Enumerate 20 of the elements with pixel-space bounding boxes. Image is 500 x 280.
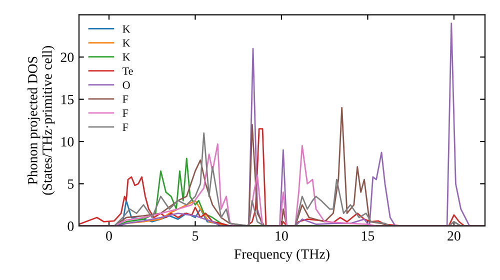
x-tick-label: 0 [106,231,112,241]
x-axis-title: Frequency (THz) [234,248,330,262]
y-axis-title: Phonon projected DOS (States/THz·primitive cell) [28,46,55,195]
x-tick-label: 5 [192,231,198,241]
x-tick-label: 10 [276,231,288,241]
legend-label: K [122,25,130,33]
legend-label: Te [122,67,133,75]
x-tick-label: 20 [448,231,460,241]
y-tick-label: 0 [68,222,74,231]
y-tick-label: 20 [60,52,74,62]
x-tick-label: 15 [362,231,374,241]
legend-label: F [122,124,128,131]
legend-label: K [122,53,130,61]
legend-label: F [122,96,128,103]
y-tick-label: 10 [61,137,74,146]
legend-label: O [122,81,130,89]
y-tick-label: 5 [68,179,74,189]
legend-label: F [122,110,128,117]
legend-label: K [122,39,130,47]
y-tick-label: 15 [61,94,74,104]
